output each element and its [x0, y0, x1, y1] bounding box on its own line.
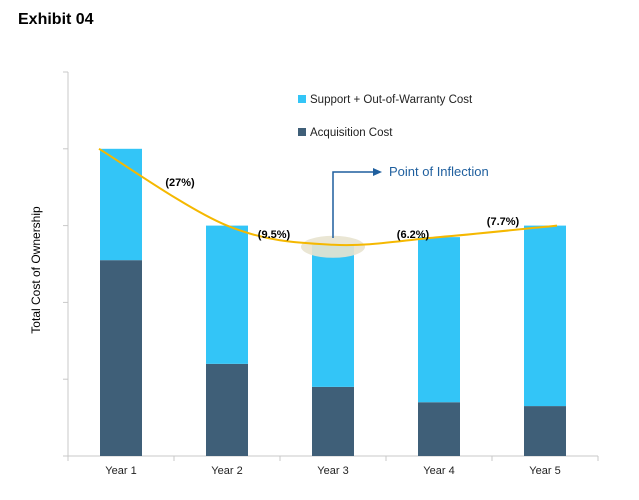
legend-label-2: Acquisition Cost: [310, 127, 393, 139]
inflection-callout: Point of Inflection: [332, 164, 489, 238]
callout-arrowhead: [373, 168, 382, 176]
acquisition-bar-1: [100, 260, 142, 456]
x-tick-label-5: Year 5: [529, 465, 560, 477]
callout-line: [332, 171, 373, 238]
data-labels: (27%) (9.5%) (6.2%) (7.7%): [165, 177, 519, 241]
inflection-highlight: [301, 235, 365, 258]
y-axis-label: Total Cost of Ownership: [29, 206, 43, 334]
trend-curve: [98, 147, 558, 247]
acquisition-bar-3: [312, 386, 354, 456]
change-label-2: (9.5%): [258, 229, 291, 241]
chart-legend: Support + Out-of-Warranty Cost Acquisitio…: [298, 94, 473, 139]
x-tick-label-2: Year 2: [211, 465, 242, 477]
trend-curve-layer: [98, 147, 558, 258]
exhibit-title: Exhibit 04: [18, 11, 94, 28]
x-tick-label-4: Year 4: [423, 465, 454, 477]
x-tick-label-1: Year 1: [105, 465, 136, 477]
acquisition-bar-4: [418, 402, 460, 456]
support-bar-1: [100, 148, 142, 261]
support-bar-3: [312, 244, 354, 387]
support-bar-2: [206, 225, 248, 364]
legend-swatch-1: [298, 95, 306, 103]
change-label-1: (27%): [165, 177, 195, 189]
acquisition-bar-5: [524, 406, 566, 456]
acquisition-bar-2: [206, 363, 248, 456]
chart-bars: [100, 148, 566, 456]
callout-label: Point of Inflection: [389, 164, 489, 179]
change-label-4: (7.7%): [487, 216, 520, 228]
support-bar-4: [418, 237, 460, 403]
legend-label-1: Support + Out-of-Warranty Cost: [310, 94, 473, 106]
legend-swatch-2: [298, 128, 306, 136]
change-label-3: (6.2%): [397, 229, 430, 241]
support-bar-5: [524, 225, 566, 407]
x-tick-label-3: Year 3: [317, 465, 348, 477]
